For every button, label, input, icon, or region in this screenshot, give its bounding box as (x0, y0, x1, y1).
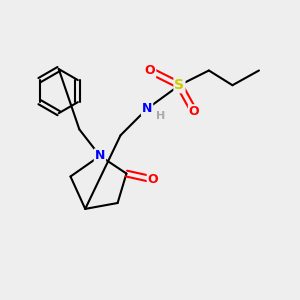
Text: H: H (156, 111, 165, 121)
Text: N: N (95, 149, 105, 162)
Text: N: N (142, 102, 152, 115)
Text: O: O (148, 173, 158, 186)
Text: O: O (189, 105, 200, 118)
Text: S: S (174, 78, 184, 92)
Text: O: O (145, 64, 155, 77)
